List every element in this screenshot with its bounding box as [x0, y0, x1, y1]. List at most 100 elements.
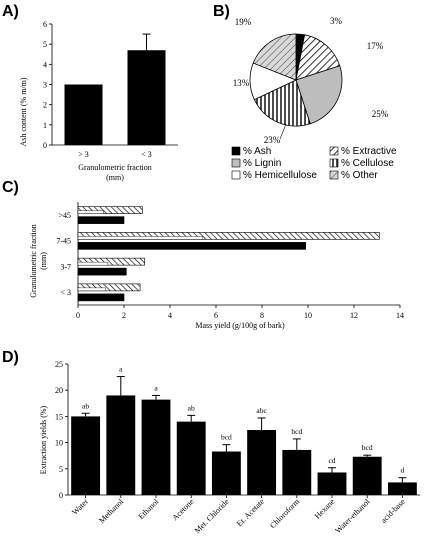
d-bar	[71, 416, 101, 495]
b-legend-swatch	[329, 170, 339, 180]
c-x-tick-label: 6	[214, 311, 218, 320]
c-bar	[77, 261, 109, 266]
a-y-tick-label: 6	[43, 20, 47, 29]
panel-a-label: A)	[2, 3, 19, 20]
panel-b-chart: 3% 17% 25% 23% 13% 19% % Ash % Extractive % Lign…	[231, 16, 397, 181]
d-y-tick-label: 25	[55, 360, 63, 369]
b-pie-slice	[295, 65, 343, 125]
d-x-tick-label: Et. Acetate	[235, 497, 266, 528]
d-x-tick-label: Water-ethanol	[333, 497, 372, 536]
c-x-tick-label: 10	[304, 311, 312, 320]
b-slice-label: 17%	[367, 41, 384, 51]
d-bar	[176, 421, 206, 495]
b-legend-label: % Cellulose	[341, 158, 394, 169]
c-y-tick-label: 7-45	[56, 237, 71, 246]
b-pie-slice	[252, 33, 297, 81]
d-x-tick-label: acid-base	[379, 497, 407, 525]
c-x-tick-label: 4	[168, 311, 172, 320]
b-legend-swatch	[329, 158, 339, 168]
c-x-tick-label: 14	[396, 311, 404, 320]
a-y-tick-label: 0	[43, 141, 47, 150]
c-x-tick-label: 12	[350, 311, 358, 320]
c-bar	[77, 210, 104, 214]
d-bar	[387, 482, 417, 495]
d-significance-letter: d	[401, 466, 405, 475]
c-x-tick-label: 0	[76, 311, 80, 320]
a-y-tick-label: 2	[43, 101, 47, 110]
c-y-tick-label: 3-7	[60, 262, 71, 271]
b-slice-label: 3%	[330, 16, 343, 26]
c-bar	[77, 283, 141, 292]
a-x-tick-label: < 3	[141, 150, 152, 159]
c-y-tick-label: >45	[58, 211, 71, 220]
d-y-tick-label: 0	[59, 491, 63, 500]
c-bar	[77, 232, 380, 240]
d-bar	[317, 472, 347, 495]
panel-b-label: B)	[213, 3, 230, 20]
c-bar	[77, 216, 125, 224]
a-y-tick-label: 5	[43, 40, 47, 49]
a-x-tick-label: > 3	[78, 150, 89, 159]
d-y-tick-label: 15	[55, 412, 63, 421]
d-x-tick-label: Hexane	[313, 497, 337, 521]
d-significance-letter: abc	[256, 406, 267, 415]
b-legend-swatch	[231, 158, 241, 168]
c-bar	[77, 242, 306, 250]
b-legend-label: % Hemicellulose	[243, 170, 317, 181]
d-y-tick-label: 20	[55, 386, 63, 395]
b-legend-label: % Extractive	[341, 146, 397, 157]
d-x-tick-label: Chloroform	[268, 497, 302, 531]
c-y-axis-label-line2: (mm)	[39, 252, 48, 270]
panel-c-label: C)	[2, 179, 19, 196]
d-x-tick-label: Ethanol	[136, 497, 161, 522]
b-legend-label: % Other	[341, 170, 378, 181]
a-bar	[127, 50, 166, 145]
b-slice-label: 19%	[235, 17, 252, 27]
d-significance-letter: ab	[188, 403, 195, 412]
d-significance-letter: cd	[328, 456, 335, 465]
a-y-tick-label: 1	[43, 121, 47, 130]
a-bar	[64, 84, 103, 145]
d-x-tick-label: Water	[70, 497, 90, 517]
d-significance-letter: a	[119, 365, 123, 374]
b-legend-label: % Ash	[243, 146, 271, 157]
b-leader-line	[279, 123, 287, 140]
b-legend-swatch	[231, 146, 241, 156]
c-bar	[77, 267, 127, 276]
d-bar	[211, 451, 241, 495]
b-pie-slice	[295, 34, 341, 81]
d-bar	[141, 399, 171, 495]
d-y-axis-label: Extraction yields (%)	[39, 405, 48, 474]
c-bar	[77, 293, 125, 302]
panel-a-chart: Ash content (% m/m) Granulometric fracti…	[19, 20, 178, 182]
c-bar	[77, 257, 145, 266]
b-slice-label: 13%	[233, 78, 250, 88]
d-bar	[106, 395, 136, 495]
c-bar	[77, 206, 143, 214]
panel-c-chart: Mass yield (g/100g of bark) Granulometri…	[29, 202, 404, 330]
c-x-tick-label: 2	[122, 311, 126, 320]
b-legend-swatch	[231, 170, 241, 180]
d-x-tick-label: Acetone	[170, 497, 196, 523]
d-bar	[352, 456, 382, 495]
a-y-axis-label: Ash content (% m/m)	[19, 77, 28, 146]
panel-d-chart: Extraction yields (%) 0 5 10 15 20 25 ab Water a…	[39, 360, 420, 535]
b-pie-slice	[253, 79, 311, 127]
a-y-tick-label: 3	[43, 81, 47, 90]
d-x-tick-label: Met. Chloride	[193, 497, 231, 535]
a-y-tick-label: 4	[43, 60, 47, 69]
d-significance-letter: bcd	[221, 433, 232, 442]
d-significance-letter: ab	[82, 401, 89, 410]
c-x-tick-label: 8	[260, 311, 264, 320]
d-significance-letter: a	[154, 383, 158, 392]
b-slice-label: 23%	[264, 135, 281, 145]
a-x-axis-label-line1: Granulometric fraction	[78, 163, 152, 172]
c-y-tick-label: < 3	[60, 288, 71, 297]
c-x-axis-label: Mass yield (g/100g of bark)	[195, 321, 285, 330]
d-significance-letter: bcd	[291, 427, 302, 436]
c-y-axis-label-line1: Granulometric fraction	[29, 224, 38, 298]
b-legend-swatch	[329, 146, 339, 156]
c-bar	[77, 236, 203, 240]
panel-d-label: D)	[2, 349, 19, 366]
